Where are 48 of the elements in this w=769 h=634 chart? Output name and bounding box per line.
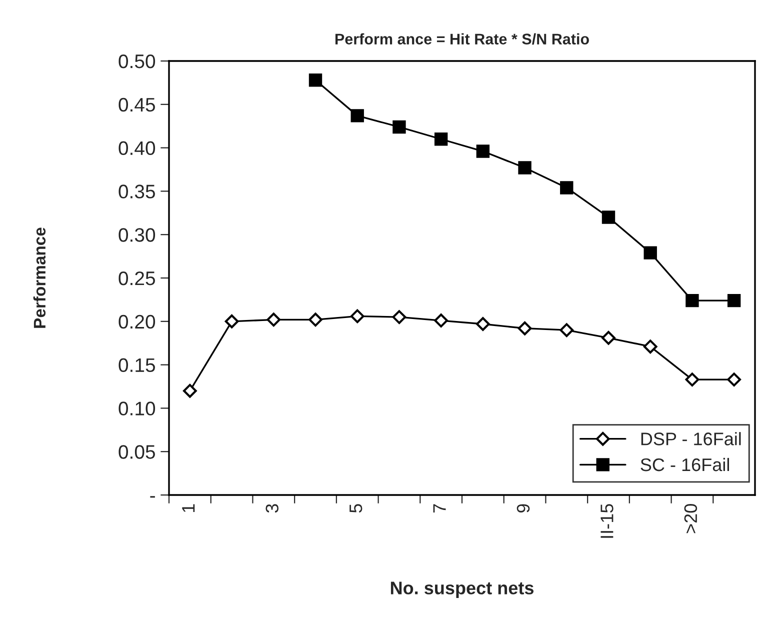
point [266, 312, 281, 327]
y-tick-label: 0.15 [118, 358, 155, 372]
x-tick-label: 3 [266, 504, 278, 513]
point [476, 317, 490, 331]
x-tick-label: >20 [684, 504, 698, 534]
x-tick-label: 9 [516, 504, 530, 513]
y-axis-title: Performance [33, 228, 46, 328]
point [434, 132, 448, 146]
legend-label: SC - 16Fail [640, 458, 729, 472]
y-tick-label: 0.05 [118, 445, 155, 459]
y-tick-label: 0.50 [118, 54, 156, 68]
y-tick-label: 0.20 [118, 314, 156, 329]
point [686, 294, 699, 308]
point [182, 384, 197, 398]
y-tick-label: 0.35 [118, 184, 155, 198]
point [392, 120, 406, 134]
point [476, 144, 490, 158]
point [308, 73, 322, 87]
legend-label: DSP - 16Fail [641, 432, 741, 446]
point [685, 372, 700, 386]
point [518, 321, 532, 336]
point [560, 181, 574, 194]
y-tick-label: 0.25 [118, 271, 155, 286]
point [644, 246, 657, 260]
point [350, 309, 364, 324]
point [560, 323, 574, 338]
y-tick-label: - [150, 496, 155, 498]
point [308, 312, 322, 327]
y-tick-label: 0.40 [118, 141, 156, 156]
point [392, 310, 406, 324]
y-tick-label: 0.30 [118, 228, 156, 242]
point [727, 294, 741, 308]
x-tick-label: II-15 [600, 504, 614, 538]
x-tick-label: 7 [433, 504, 446, 512]
point [434, 314, 448, 328]
x-axis-title: No. suspect nets [390, 582, 534, 598]
point [350, 109, 364, 122]
point [643, 340, 658, 354]
point [727, 372, 742, 386]
point [224, 314, 239, 328]
point [602, 210, 616, 224]
point [518, 161, 532, 174]
x-tick-label: 5 [350, 504, 362, 513]
y-tick-label: 0.45 [118, 98, 155, 112]
y-tick-label: 0.10 [118, 402, 156, 416]
chart-title: Perform ance = Hit Rate * S/N Ratio [335, 33, 589, 45]
point [602, 330, 616, 345]
x-tick-label: 1 [182, 504, 195, 512]
